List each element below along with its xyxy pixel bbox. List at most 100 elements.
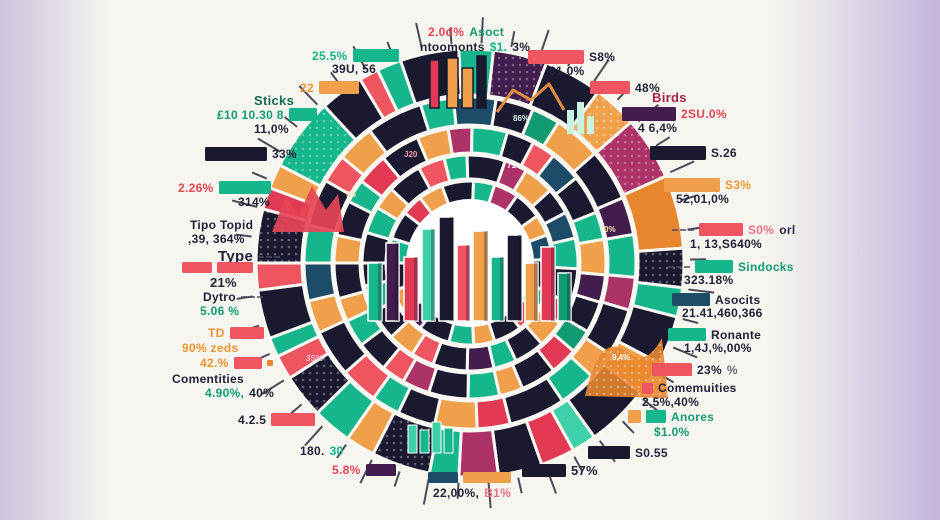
callout-text: Type — [218, 248, 254, 265]
callout-text: 52,01,0% — [676, 192, 730, 206]
legend-swatch — [628, 410, 641, 423]
svg-text:0%: 0% — [604, 225, 616, 234]
callout-label: 90% zeds — [182, 342, 238, 354]
svg-text:86%: 86% — [513, 114, 529, 123]
callout-label: 21% — [210, 276, 237, 289]
callout-text: % — [726, 362, 738, 377]
callout-text: 180. — [300, 444, 325, 458]
callout-label: Dytro — [203, 291, 263, 303]
callout-label: 52,01,0% — [676, 193, 729, 205]
legend-swatch — [664, 178, 720, 192]
callout-text: 48% — [635, 80, 660, 95]
callout-label: ,39, 364% — [188, 233, 245, 245]
callout-label: 323.18% — [684, 274, 733, 286]
callout-label: 48% — [590, 81, 660, 94]
callout-label: 25.5% — [312, 49, 399, 62]
legend-swatch — [352, 49, 399, 62]
legend-swatch — [522, 464, 566, 477]
callout-label: 2.0d% Asoct — [428, 26, 504, 38]
legend-swatch — [672, 293, 710, 306]
callout-label: Ronante — [668, 328, 761, 341]
callout-label: 11,0% — [254, 123, 289, 135]
callout-text: S3% — [725, 178, 752, 192]
callout-text: ,39, 364% — [188, 232, 245, 246]
callout-label: 4 6,4% — [638, 122, 677, 134]
callout-text: 4 6,4% — [638, 121, 678, 135]
callout-text: 2.26% — [178, 180, 214, 195]
callout-text: 42.% — [200, 356, 229, 370]
callout-label: 5.8% — [332, 464, 396, 476]
callout-label: 22 — [300, 81, 359, 94]
callout-text: S.26 — [711, 146, 737, 160]
callout-text: 21.41,460,366 — [682, 306, 763, 320]
legend-swatch — [318, 81, 359, 94]
leader-dash — [258, 255, 281, 258]
callout-label: 5.06 % — [200, 305, 239, 317]
callout-text: 90% zeds — [182, 341, 239, 355]
callout-text: 323.18% — [684, 273, 734, 287]
callout-text: Sticks — [254, 93, 295, 108]
callout-label: S.26 — [650, 146, 737, 160]
svg-text:71: 71 — [507, 161, 516, 170]
callout-text: ntoomonts — [420, 40, 485, 54]
callout-label: 1,4J,%,00% — [684, 342, 752, 354]
callout-text: 25.5% — [312, 48, 348, 63]
legend-swatch — [428, 472, 458, 483]
callout-text: 2SU.0% — [681, 107, 727, 121]
svg-text:J20: J20 — [404, 150, 418, 159]
callout-label: $1.0% — [654, 426, 690, 438]
legend-swatch — [229, 327, 264, 339]
callout-text: $1.0% — [654, 425, 690, 439]
callout-label: 2SU.0% — [622, 107, 727, 121]
legend-swatch — [463, 472, 511, 483]
callout-text: S0% — [748, 222, 775, 237]
callout-label: Comentities — [172, 373, 244, 385]
callout-label: Tipo Topid — [190, 219, 253, 231]
leader-dash — [240, 296, 263, 298]
callout-text: 31.0% — [549, 64, 585, 78]
legend-swatch — [266, 360, 273, 366]
legend-swatch — [668, 328, 706, 341]
callout-text: 40% — [249, 386, 275, 400]
legend-swatch — [695, 260, 733, 273]
callout-text: 21% — [210, 275, 237, 290]
callout-label: 57% — [522, 464, 598, 477]
callout-label: S8% — [528, 50, 615, 64]
callout-label: Sindocks — [668, 260, 794, 273]
callout-text: 11,0% — [254, 122, 289, 136]
callout-text: Asoct — [469, 25, 505, 39]
callout-text: 22,00%, — [433, 486, 480, 500]
callout-text: 314% — [238, 195, 270, 209]
callout-text: Sindocks — [738, 259, 794, 274]
callout-text: Anores — [671, 409, 715, 424]
callout-text: 33% — [272, 147, 297, 161]
callout-text: £10 10.30 8 — [217, 107, 284, 122]
callout-text: 4.90%, — [205, 386, 245, 400]
callout-text: 5.06 % — [200, 304, 240, 318]
callout-text: 5.8% — [332, 463, 361, 477]
svg-text:S6: S6 — [346, 190, 356, 199]
legend-swatch — [528, 50, 584, 64]
svg-text:3S%: 3S% — [306, 354, 323, 363]
callout-label: Comemuities — [642, 382, 737, 394]
callout-text: 22 — [300, 80, 314, 95]
callout-text: Comemuities — [658, 381, 737, 395]
leader-dash — [668, 265, 690, 268]
callout-label: 1, 13,S640% — [690, 238, 762, 250]
callout-label: Anores — [628, 410, 714, 423]
callout-text: 2.0d% — [428, 25, 465, 39]
legend-swatch — [642, 382, 653, 394]
legend-swatch — [288, 108, 317, 121]
callout-label: TD — [208, 327, 264, 339]
callout-text: 57% — [571, 463, 598, 478]
callout-text: B1% — [484, 486, 512, 500]
callout-label: S3% — [664, 178, 751, 192]
callout-label: 21.41,460,366 — [682, 307, 763, 319]
legend-swatch — [590, 81, 630, 94]
leader-dash — [672, 228, 694, 231]
legend-swatch — [233, 357, 262, 369]
callout-label: 33% — [205, 147, 297, 161]
callout-label: 314% — [238, 196, 270, 208]
